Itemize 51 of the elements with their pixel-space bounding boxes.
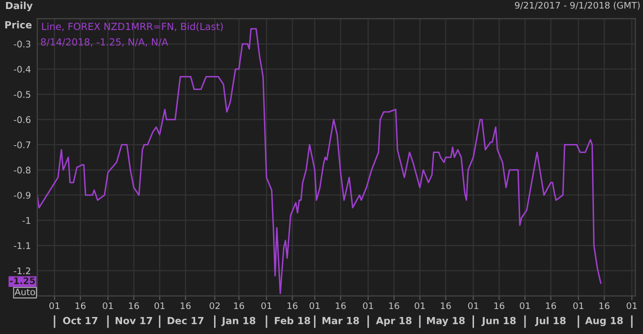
x-tick-label: 16 (129, 302, 139, 310)
x2-tick-label: May 18 (427, 316, 465, 326)
x-tick-label: 16 (234, 302, 244, 310)
y-tick-label: -1 (22, 217, 30, 224)
x-tick-label: 01 (310, 302, 320, 310)
x2-tick-label: Mar 18 (322, 316, 359, 324)
annotation: 8/14/2018, -1.25, N/A, N/A (40, 38, 168, 47)
x-tick-label: 16 (288, 302, 298, 310)
x2-tick-label: Dec 17 (168, 317, 204, 324)
x-tick-label: 16 (600, 302, 610, 310)
x-tick-label: 16 (494, 302, 504, 310)
chart-title: Daily (6, 2, 33, 12)
y-tick-label: -0.4 (14, 66, 31, 73)
x2-tick-label: Feb 18 (274, 316, 310, 324)
y-tick-label: -0.8 (14, 166, 30, 174)
chart-subtitle: 9/21/2017 - 9/1/2018 (GMT) (514, 2, 640, 10)
text: Auto (14, 288, 36, 296)
x-tick-label: 01 (363, 302, 374, 310)
y-tick-label: -0.9 (14, 192, 30, 199)
x-tick-label: 16 (180, 302, 191, 310)
x-tick-label: 01 (414, 302, 425, 310)
y-tick-label: -0.5 (14, 91, 30, 98)
x2-tick-label: Aug 18 (585, 316, 623, 326)
x-tick-label: 01 (626, 302, 637, 310)
y-tick-label: -1.1 (14, 242, 30, 249)
y-tick-label: -0.7 (14, 141, 30, 148)
x2-tick-label: Jul 18 (534, 316, 566, 326)
x-tick-label: 01 (154, 302, 165, 310)
x-tick-label: 16 (440, 302, 451, 310)
y-tick-label: -1.2 (14, 267, 30, 274)
x2-tick-label: Nov 17 (116, 317, 152, 324)
x2-tick-label: Apr 18 (376, 316, 412, 326)
x-tick-label: 16 (389, 302, 400, 310)
x-tick-label: 01 (573, 302, 584, 310)
y-axis-title: Price (5, 20, 32, 28)
x2-tick-label: Jun 18 (481, 316, 516, 326)
x-tick-label: 01 (102, 302, 113, 310)
x-tick-label: 01 (49, 302, 60, 310)
x-tick-label: 01 (520, 302, 530, 310)
x-tick-label: 16 (336, 302, 346, 310)
x2-tick-label: Jan 18 (221, 316, 256, 326)
x-tick-label: 01 (468, 302, 478, 310)
x-tick-label: 16 (546, 302, 556, 310)
x-tick-label: 16 (76, 302, 86, 310)
text: -1.25 (10, 277, 35, 284)
x-tick-label: 02 (210, 302, 220, 310)
text: Line, FOREX NZD1MRR=FN, Bid(Last) (42, 22, 223, 32)
y-tick-label: -0.6 (14, 116, 30, 124)
x-tick-label: 01 (261, 302, 272, 310)
x2-tick-label: Oct 17 (63, 316, 98, 324)
y-tick-label: -0.3 (14, 40, 30, 48)
